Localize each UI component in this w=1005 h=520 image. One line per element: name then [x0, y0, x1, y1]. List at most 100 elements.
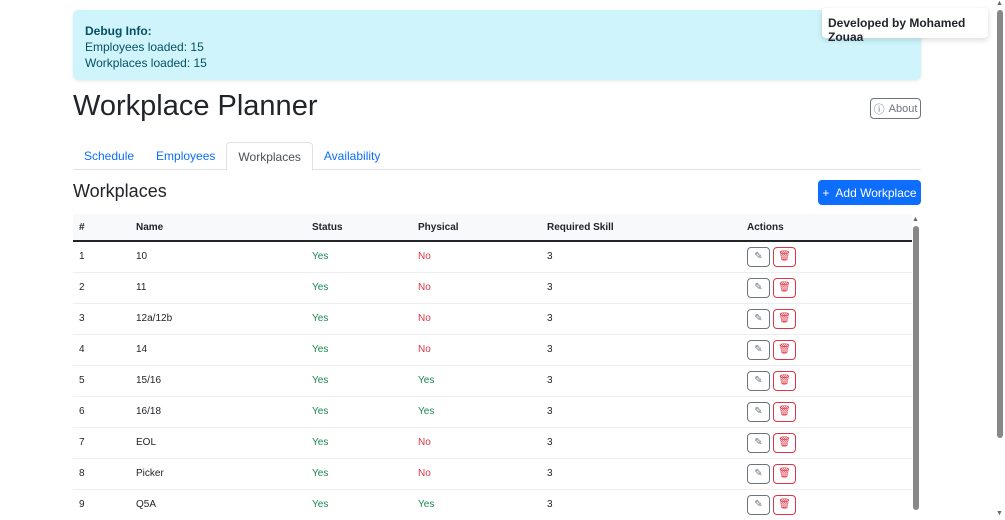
delete-button[interactable]: 🗑	[773, 401, 796, 422]
row-number: 6	[73, 396, 130, 428]
row-actions: ✎ 🗑	[741, 458, 912, 490]
row-number: 7	[73, 427, 130, 459]
table-row: 5 15/16 Yes Yes 3 ✎ 🗑	[73, 365, 912, 397]
row-physical: No	[412, 272, 541, 304]
row-number: 1	[73, 241, 130, 273]
table-row: 7 EOL Yes No 3 ✎ 🗑	[73, 427, 912, 459]
table-scroll-up[interactable]: ▲	[912, 216, 919, 223]
delete-button[interactable]: 🗑	[773, 277, 796, 298]
pencil-icon: ✎	[754, 468, 763, 479]
row-number: 3	[73, 303, 130, 335]
table-row: 2 11 Yes No 3 ✎ 🗑	[73, 272, 912, 304]
page-title: Workplace Planner	[73, 90, 318, 122]
add-workplace-button[interactable]: + Add Workplace	[818, 180, 921, 205]
pencil-icon: ✎	[754, 313, 763, 324]
page-scrollbar[interactable]	[997, 10, 1003, 438]
edit-button[interactable]: ✎	[747, 370, 770, 391]
edit-button[interactable]: ✎	[747, 277, 770, 298]
page-scroll-up[interactable]: ▲	[996, 0, 1003, 7]
row-status: Yes	[306, 489, 412, 520]
row-name: 11	[130, 272, 306, 304]
tab-employees[interactable]: Employees	[156, 149, 216, 163]
row-physical: Yes	[412, 489, 541, 520]
tab-availability[interactable]: Availability	[323, 149, 381, 163]
row-actions: ✎ 🗑	[741, 427, 912, 459]
delete-button[interactable]: 🗑	[773, 246, 796, 267]
about-button[interactable]: ⓘ About	[870, 98, 921, 119]
row-physical: No	[412, 334, 541, 366]
row-physical: No	[412, 303, 541, 335]
row-physical: No	[412, 458, 541, 490]
row-name: 16/18	[130, 396, 306, 428]
delete-button[interactable]: 🗑	[773, 432, 796, 453]
row-name: EOL	[130, 427, 306, 459]
row-actions: ✎ 🗑	[741, 334, 912, 366]
row-status: Yes	[306, 241, 412, 273]
workplaces-table: # Name Status Physical Required Skill Ac…	[73, 214, 912, 520]
tab-workplaces[interactable]: Workplaces	[226, 142, 313, 171]
trash-icon: 🗑	[778, 251, 791, 263]
delete-button[interactable]: 🗑	[773, 463, 796, 484]
row-actions: ✎ 🗑	[741, 365, 912, 397]
table-scrollbar[interactable]	[913, 226, 919, 510]
info-icon: ⓘ	[873, 103, 885, 116]
trash-icon: 🗑	[778, 499, 791, 510]
pencil-icon: ✎	[754, 282, 763, 293]
table-row: 3 12a/12b Yes No 3 ✎ 🗑	[73, 303, 912, 335]
row-required-skill: 3	[541, 427, 741, 459]
row-name: Q5A	[130, 489, 306, 520]
row-required-skill: 3	[541, 396, 741, 428]
page-scroll-down[interactable]: ▼	[996, 510, 1003, 517]
row-name: 15/16	[130, 365, 306, 397]
row-required-skill: 3	[541, 458, 741, 490]
edit-button[interactable]: ✎	[747, 246, 770, 267]
pencil-icon: ✎	[754, 406, 763, 417]
row-status: Yes	[306, 365, 412, 397]
trash-icon: 🗑	[778, 468, 791, 479]
delete-button[interactable]: 🗑	[773, 308, 796, 329]
edit-button[interactable]: ✎	[747, 432, 770, 453]
trash-icon: 🗑	[778, 282, 791, 293]
delete-button[interactable]: 🗑	[773, 339, 796, 360]
tabs: Schedule Employees Workplaces Availabili…	[73, 142, 921, 171]
delete-button[interactable]: 🗑	[773, 494, 796, 515]
row-name: 14	[130, 334, 306, 366]
table-row: 8 Picker Yes No 3 ✎ 🗑	[73, 458, 912, 490]
row-status: Yes	[306, 427, 412, 459]
pencil-icon: ✎	[754, 251, 763, 263]
row-actions: ✎ 🗑	[741, 272, 912, 304]
table-row: 9 Q5A Yes Yes 3 ✎ 🗑	[73, 489, 912, 520]
table-row: 1 10 Yes No 3 ✎ 🗑	[73, 241, 912, 273]
row-actions: ✎ 🗑	[741, 396, 912, 428]
debug-info-alert: Debug Info: Employees loaded: 15 Workpla…	[73, 10, 921, 80]
row-status: Yes	[306, 334, 412, 366]
row-actions: ✎ 🗑	[741, 241, 912, 273]
row-status: Yes	[306, 396, 412, 428]
pencil-icon: ✎	[754, 344, 763, 355]
row-physical: Yes	[412, 365, 541, 397]
edit-button[interactable]: ✎	[747, 339, 770, 360]
row-required-skill: 3	[541, 303, 741, 335]
workplaces-loaded: Workplaces loaded: 15	[85, 56, 207, 70]
row-name: 12a/12b	[130, 303, 306, 335]
row-required-skill: 3	[541, 272, 741, 304]
row-physical: No	[412, 427, 541, 459]
tab-schedule[interactable]: Schedule	[84, 149, 135, 163]
pencil-icon: ✎	[754, 437, 763, 448]
employees-loaded: Employees loaded: 15	[85, 40, 204, 54]
edit-button[interactable]: ✎	[747, 463, 770, 484]
edit-button[interactable]: ✎	[747, 401, 770, 422]
col-physical: Physical	[412, 214, 541, 242]
col-name: Name	[130, 214, 306, 242]
delete-button[interactable]: 🗑	[773, 370, 796, 391]
section-title: Workplaces	[73, 181, 167, 201]
add-label: Add Workplace	[835, 185, 917, 200]
plus-icon: +	[822, 185, 830, 200]
row-required-skill: 3	[541, 334, 741, 366]
table-row: 6 16/18 Yes Yes 3 ✎ 🗑	[73, 396, 912, 428]
col-required-skill: Required Skill	[541, 214, 741, 242]
edit-button[interactable]: ✎	[747, 494, 770, 515]
trash-icon: 🗑	[778, 375, 791, 386]
row-physical: Yes	[412, 396, 541, 428]
edit-button[interactable]: ✎	[747, 308, 770, 329]
